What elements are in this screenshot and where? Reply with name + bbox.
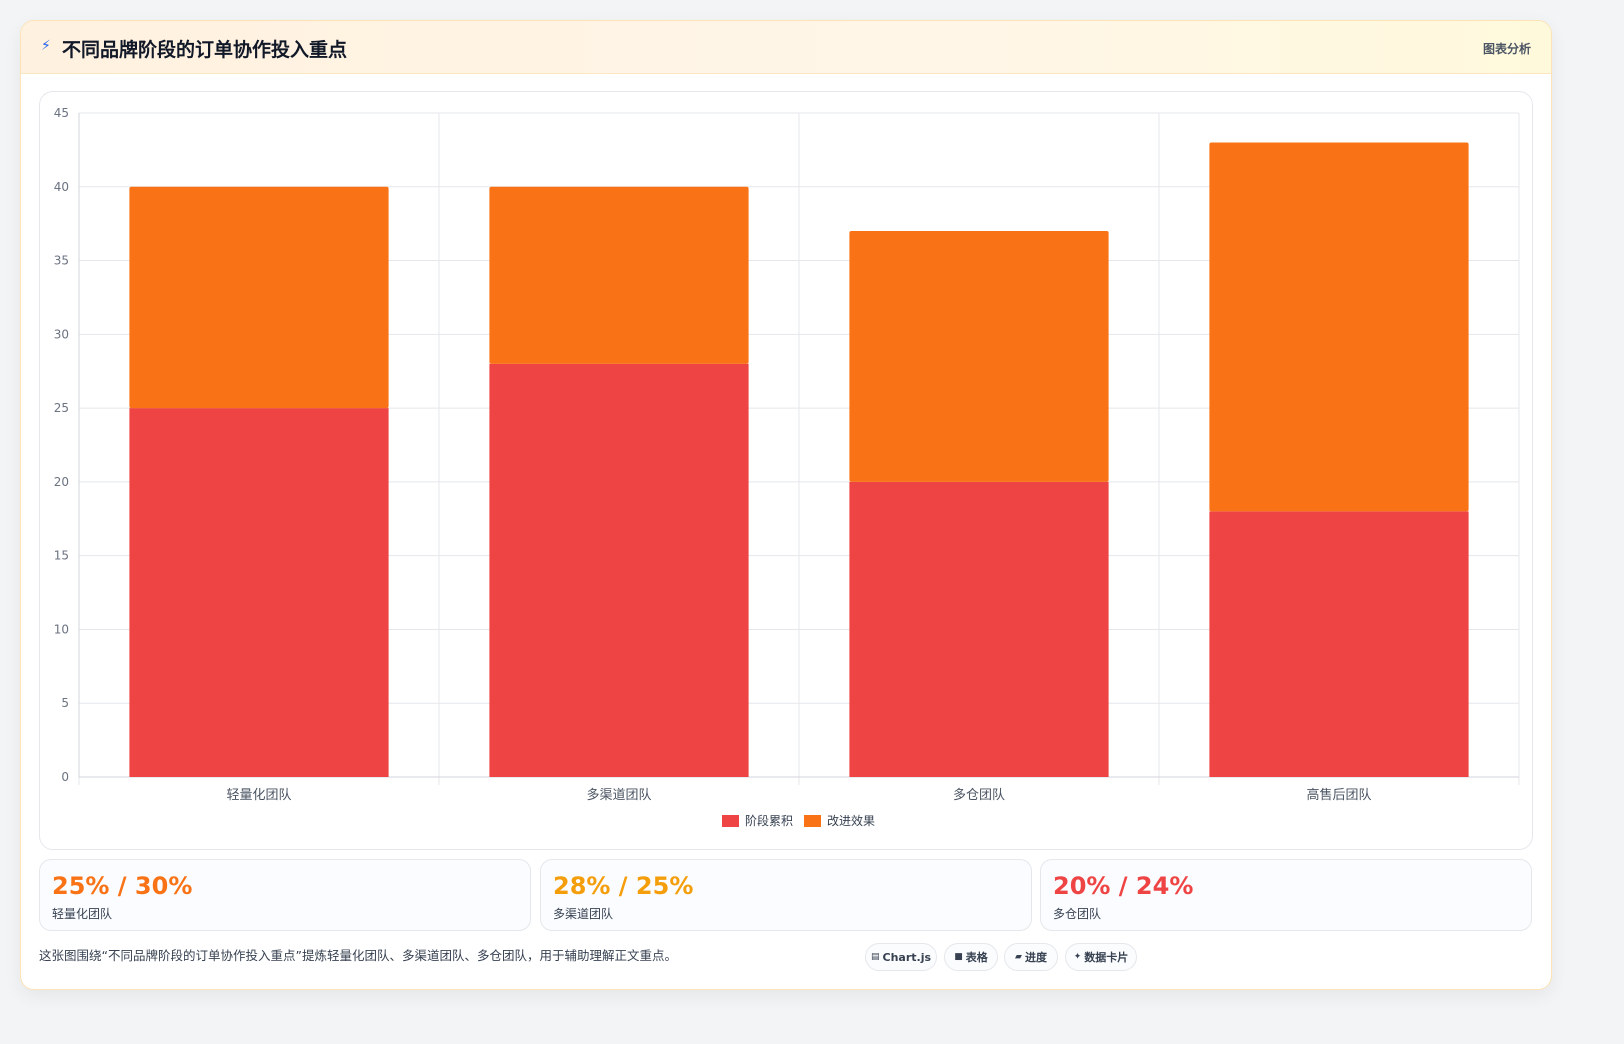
bolt-icon: ⚡ — [41, 38, 51, 54]
y-tick-label: 15 — [54, 549, 69, 563]
chart-caption: 这张图围绕“不同品牌阶段的订单协作投入重点”提炼轻量化团队、多渠道团队、多仓团队… — [39, 948, 677, 963]
legend-swatch-1 — [722, 815, 739, 827]
legend-swatch-2 — [804, 815, 821, 827]
chart-analysis-tag: 图表分析 — [1482, 42, 1531, 56]
stat-card-1: 25% / 30% 轻量化团队 — [39, 859, 531, 931]
stat-label: 轻量化团队 — [52, 907, 113, 921]
x-tick-label: 轻量化团队 — [226, 788, 291, 803]
stat-label: 多渠道团队 — [553, 907, 614, 921]
bar-stage-3 — [849, 481, 1109, 777]
y-tick-label: 0 — [61, 770, 69, 784]
bar-improve-2 — [489, 186, 749, 364]
bar-improve-1 — [129, 186, 389, 409]
y-tick-label: 20 — [54, 475, 69, 489]
bar-stage-2 — [489, 363, 749, 777]
stat-card-3: 20% / 24% 多仓团队 — [1040, 859, 1532, 931]
y-tick-label: 35 — [54, 254, 69, 268]
chart-icon: ▤ — [870, 952, 880, 962]
card-icon: ✦ — [1073, 952, 1082, 962]
stat-label: 多仓团队 — [1053, 907, 1102, 921]
page-title: 不同品牌阶段的订单协作投入重点 — [62, 39, 348, 61]
x-tick-label: 多仓团队 — [953, 787, 1005, 803]
stat-value: 28% / 25% — [553, 872, 694, 900]
progress-icon: ▰ — [1015, 952, 1022, 962]
y-tick-label: 25 — [54, 401, 69, 415]
chip-data-card[interactable]: ✦ 数据卡片 — [1065, 943, 1137, 971]
stacked-bar-chart: 0 5 10 15 20 25 30 35 40 45 轻量化团队 多渠道团队 多仓团队 高售后团队阶段累… — [54, 106, 1520, 828]
y-tick-label: 40 — [54, 180, 69, 194]
bar-improve-3 — [849, 231, 1109, 482]
stat-value: 25% / 30% — [52, 872, 193, 900]
legend-label-2: 改进效果 — [827, 813, 875, 828]
chip-table[interactable]: ■ 表格 — [944, 943, 998, 971]
y-tick-label: 30 — [54, 327, 69, 341]
chip-label: Chart.js — [882, 950, 932, 964]
panel-header: ⚡ 不同品牌阶段的订单协作投入重点 图表分析 — [21, 21, 1551, 74]
chip-label: 表格 — [965, 951, 988, 964]
bar-stage-4 — [1209, 511, 1469, 777]
y-tick-label: 5 — [61, 696, 69, 710]
chip-chartjs[interactable]: ▤ Chart.js — [865, 943, 937, 971]
chip-label: 进度 — [1024, 951, 1047, 964]
x-tick-label: 多渠道团队 — [586, 787, 651, 803]
chart-card: 0 5 10 15 20 25 30 35 40 45 轻量化团队 多渠道团队 多仓团队 高售后团队阶段累… — [39, 91, 1533, 850]
bar-stage-1 — [129, 408, 389, 777]
legend-label-1: 阶段累积 — [745, 813, 793, 828]
stat-card-2: 28% / 25% 多渠道团队 — [540, 859, 1032, 931]
y-tick-label: 45 — [54, 106, 69, 120]
chart-panel: ⚡ 不同品牌阶段的订单协作投入重点 图表分析 0 5 10 15 20 25 30 35 40 4… — [20, 20, 1552, 990]
y-tick-label: 10 — [54, 622, 69, 636]
x-tick-label: 高售后团队 — [1306, 787, 1371, 803]
stat-value: 20% / 24% — [1053, 872, 1194, 900]
table-icon: ■ — [954, 952, 963, 962]
bar-improve-4 — [1209, 142, 1469, 512]
chip-label: 数据卡片 — [1084, 951, 1129, 964]
chip-progress[interactable]: ▰ 进度 — [1004, 943, 1058, 971]
